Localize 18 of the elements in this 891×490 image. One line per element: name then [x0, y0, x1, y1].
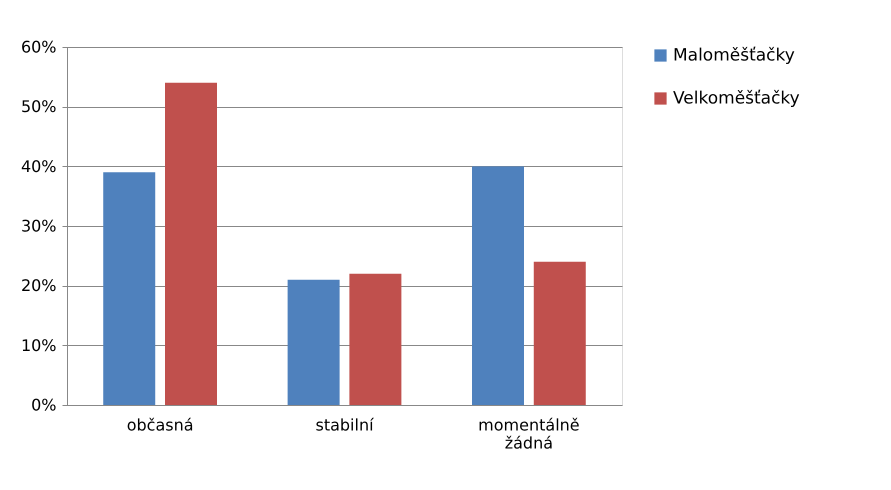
bar — [103, 172, 156, 405]
y-tick-label: 0% — [31, 396, 56, 414]
legend-label: Maloměšťačky — [673, 46, 795, 66]
y-tick-label: 30% — [20, 216, 56, 236]
x-tick-label: stabilní — [315, 416, 374, 434]
y-tick-label: 60% — [20, 38, 56, 56]
bar — [534, 262, 586, 405]
bar — [349, 274, 402, 405]
y-tick-label: 50% — [20, 97, 56, 116]
y-tick-label: 40% — [20, 156, 56, 176]
legend-label: Velkoměšťačky — [673, 88, 800, 108]
y-tick-label: 10% — [20, 336, 56, 355]
x-tick-label: občasná — [126, 416, 194, 434]
bar — [165, 82, 217, 405]
bar — [288, 280, 340, 405]
y-tick-label: 20% — [20, 276, 56, 296]
x-tick-label: momentálně žádná — [478, 416, 580, 452]
bar — [472, 166, 524, 405]
